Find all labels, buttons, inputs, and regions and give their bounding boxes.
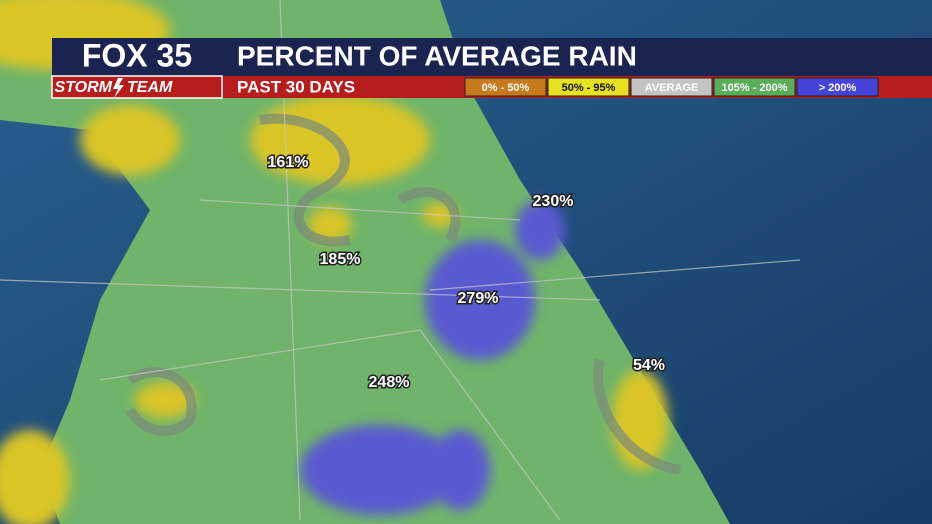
logo-team-box xyxy=(51,75,223,99)
logo-team: TEAM xyxy=(127,79,173,96)
map-label: 230% xyxy=(533,193,574,210)
title-bar xyxy=(222,38,932,76)
legend: 0% - 50% 50% - 95% AVERAGE 105% - 200% > 200… xyxy=(464,77,879,97)
map-label: 161% xyxy=(268,154,309,171)
map-label: 185% xyxy=(320,251,361,268)
map-label: 248% xyxy=(369,374,410,391)
land xyxy=(0,0,801,524)
legend-swatch xyxy=(713,77,796,97)
map-labels: 161% 185% 230% 279% 248% 54% xyxy=(266,153,666,393)
bolt-icon xyxy=(113,78,124,98)
legend-swatch xyxy=(630,77,713,97)
map-label: 279% xyxy=(458,290,499,307)
logo-storm: STORM xyxy=(55,79,113,96)
legend-label: 105% - 200% xyxy=(721,82,787,94)
legend-swatch xyxy=(796,77,879,97)
subtitle: PAST 30 DAYS xyxy=(237,77,355,96)
logo-box xyxy=(52,38,222,76)
legend-label: AVERAGE xyxy=(645,82,699,94)
legend-swatch xyxy=(547,77,630,97)
logo: FOX 35 xyxy=(82,37,192,73)
legend-label: > 200% xyxy=(819,82,857,94)
map-label: 54% xyxy=(633,357,665,374)
header: FOX 35 STORM TEAM PERCENT OF AVERAGE RAI… xyxy=(51,37,932,99)
title: PERCENT OF AVERAGE RAIN xyxy=(237,40,637,71)
legend-label: 0% - 50% xyxy=(482,82,530,94)
legend-swatch xyxy=(464,77,547,97)
legend-label: 50% - 95% xyxy=(562,82,616,94)
